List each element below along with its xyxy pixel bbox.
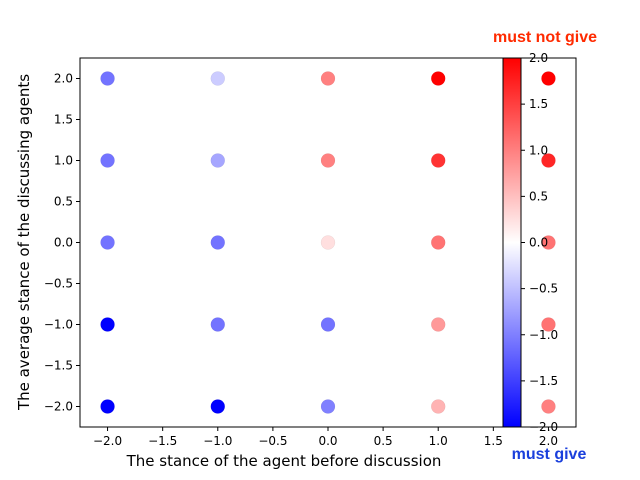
data-point: [210, 153, 226, 168]
data-point: [541, 235, 556, 250]
colorbar-tick-label: −0.5: [529, 282, 558, 296]
data-point: [430, 71, 446, 86]
data-point: [320, 153, 336, 168]
y-tick-label: 0.0: [54, 236, 73, 250]
data-point: [100, 71, 115, 86]
data-point: [100, 399, 115, 414]
colorbar-tick-label: −1.0: [529, 328, 558, 342]
data-point: [210, 317, 226, 332]
x-tick-label: 0.5: [374, 434, 393, 448]
colorbar-bottom-label: must give: [512, 446, 587, 463]
data-point: [320, 71, 336, 86]
y-tick-label: −2.0: [44, 400, 73, 414]
y-axis-label: The average stance of the discussing age…: [15, 74, 33, 411]
x-tick-label: 1.5: [484, 434, 503, 448]
data-point: [210, 399, 226, 414]
data-point: [210, 235, 226, 250]
data-point: [100, 235, 115, 250]
data-point: [430, 235, 446, 250]
data-point: [320, 317, 336, 332]
colorbar-tick-label: 2.0: [529, 51, 548, 65]
data-point: [430, 399, 446, 414]
y-tick-label: 0.5: [54, 195, 73, 209]
data-point: [320, 399, 336, 414]
x-tick-label: −1.0: [203, 434, 232, 448]
data-point: [430, 317, 446, 332]
data-point: [541, 399, 556, 414]
x-axis: −2.0 −1.5 −1.0 −0.5 0.0 0.5 1.0 1.5 2.0: [93, 427, 558, 448]
colorbar-tick-label: 1.5: [529, 97, 548, 111]
y-axis: −2.0 −1.5 −1.0 −0.5 0.0 0.5 1.0 1.5 2.0: [44, 72, 80, 414]
y-tick-label: −0.5: [44, 277, 73, 291]
colorbar-tick-label: −2.0: [529, 420, 558, 434]
data-point: [541, 317, 556, 332]
x-tick-label: 1.0: [429, 434, 448, 448]
data-point: [210, 71, 226, 86]
y-tick-label: −1.5: [44, 359, 73, 373]
data-point: [430, 153, 446, 168]
colorbar-tick-label: 1.0: [529, 143, 548, 157]
y-tick-label: 1.5: [54, 113, 73, 127]
colorbar-tick-label: 0.5: [529, 189, 548, 203]
colorbar: [502, 57, 522, 428]
y-tick-label: −1.0: [44, 318, 73, 332]
colorbar-tick-label: −1.5: [529, 374, 558, 388]
y-tick-label: 2.0: [54, 72, 73, 86]
data-point: [100, 153, 115, 168]
colorbar-axis: 2.0 1.5 1.0 0.5 0.0 −0.5 −1.0 −1.5 −2.0: [521, 51, 558, 434]
y-tick-label: 1.0: [54, 154, 73, 168]
data-point: [100, 317, 115, 332]
x-tick-label: −2.0: [93, 434, 122, 448]
data-point: [320, 235, 336, 250]
data-point: [541, 153, 556, 168]
data-point: [541, 71, 556, 86]
x-axis-label: The stance of the agent before discussio…: [126, 452, 442, 470]
x-tick-label: −0.5: [258, 434, 287, 448]
colorbar-top-label: must not give: [493, 29, 597, 46]
x-tick-label: 2.0: [539, 434, 558, 448]
colorbar-tick-label: 0.0: [529, 236, 548, 250]
x-tick-label: 0.0: [318, 434, 337, 448]
points-layer: [100, 71, 556, 414]
x-tick-label: −1.5: [148, 434, 177, 448]
